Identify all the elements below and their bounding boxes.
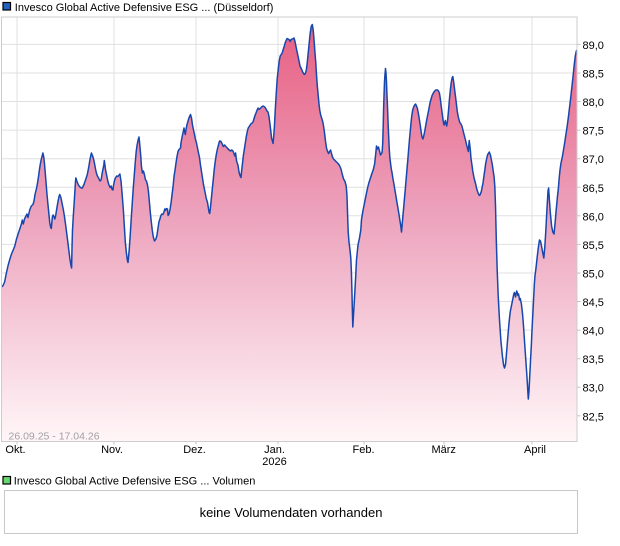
svg-text:84,5: 84,5 [583, 297, 604, 309]
svg-text:89,0: 89,0 [583, 40, 604, 52]
svg-text:86,0: 86,0 [583, 211, 604, 223]
svg-text:Nov.: Nov. [101, 444, 123, 456]
svg-text:87,5: 87,5 [583, 126, 604, 138]
svg-text:Okt.: Okt. [5, 444, 25, 456]
svg-text:83,0: 83,0 [583, 383, 604, 395]
svg-text:83,5: 83,5 [583, 354, 604, 366]
svg-text:keine Volumendaten vorhanden: keine Volumendaten vorhanden [200, 505, 383, 520]
svg-text:86,5: 86,5 [583, 183, 604, 195]
svg-text:85,0: 85,0 [583, 269, 604, 281]
svg-text:88,5: 88,5 [583, 69, 604, 81]
svg-text:84,0: 84,0 [583, 326, 604, 338]
svg-text:26.09.25 - 17.04.26: 26.09.25 - 17.04.26 [9, 430, 100, 442]
svg-text:2026: 2026 [262, 456, 286, 468]
svg-text:88,0: 88,0 [583, 97, 604, 109]
svg-text:Invesco Global Active Defensiv: Invesco Global Active Defensive ESG ... … [14, 476, 256, 488]
svg-text:Feb.: Feb. [352, 444, 374, 456]
svg-text:87,0: 87,0 [583, 154, 604, 166]
svg-text:März: März [431, 444, 455, 456]
svg-text:Dez.: Dez. [183, 444, 206, 456]
svg-text:85,5: 85,5 [583, 240, 604, 252]
svg-text:Jan.: Jan. [264, 444, 285, 456]
svg-text:82,5: 82,5 [583, 411, 604, 423]
svg-text:April: April [524, 444, 546, 456]
svg-text:Invesco Global Active Defensiv: Invesco Global Active Defensive ESG ... … [15, 2, 274, 14]
